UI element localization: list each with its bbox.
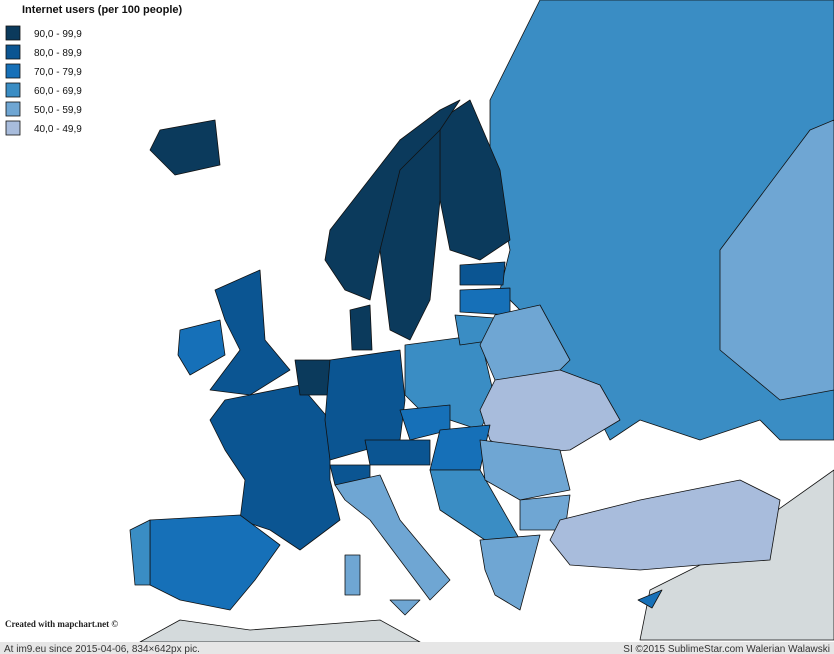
country [324, 99, 461, 301]
country [209, 384, 341, 551]
legend-label: 50,0 - 59,9 [34, 105, 82, 116]
country [637, 589, 663, 609]
country [549, 479, 781, 571]
country [334, 474, 451, 601]
legend-label: 60,0 - 69,9 [34, 86, 82, 97]
country [364, 439, 431, 466]
legend-label: 80,0 - 89,9 [34, 48, 82, 59]
country [459, 287, 511, 316]
country [389, 599, 421, 616]
country [439, 99, 511, 261]
country [349, 304, 373, 351]
no-data-region [139, 619, 421, 643]
legend-label: 40,0 - 49,9 [34, 124, 82, 135]
legend-swatch [5, 120, 21, 136]
legend-label: 90,0 - 99,9 [34, 29, 82, 40]
legend-swatch [5, 101, 21, 117]
country [344, 554, 361, 596]
legend-swatch [5, 82, 21, 98]
country [129, 519, 151, 586]
credit: Created with mapchart.net © [5, 619, 118, 629]
legend-title: Internet users (per 100 people) [22, 4, 182, 16]
legend-swatch [5, 25, 21, 41]
footer-right: SI ©2015 SublimeStar.com Walerian Walaws… [623, 644, 830, 654]
country [719, 119, 834, 401]
legend: Internet users (per 100 people) 90,0 - 9… [5, 4, 182, 136]
country [294, 359, 331, 396]
legend-swatch [5, 44, 21, 60]
country [479, 439, 571, 501]
country [177, 319, 226, 376]
footer-left: At im9.eu since 2015-04-06, 834×642px pi… [4, 644, 200, 654]
legend-label: 70,0 - 79,9 [34, 67, 82, 78]
country [459, 261, 506, 286]
footer-bar [0, 642, 834, 654]
legend-swatch [5, 63, 21, 79]
country [479, 369, 621, 456]
country [479, 534, 541, 611]
country [149, 514, 281, 611]
country [149, 119, 221, 176]
countries [129, 0, 834, 643]
